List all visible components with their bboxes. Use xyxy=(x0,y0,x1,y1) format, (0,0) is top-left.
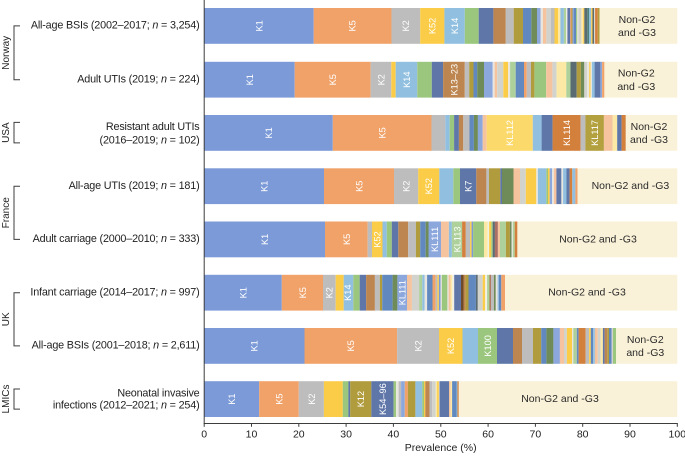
svg-text:K2: K2 xyxy=(402,181,412,192)
svg-text:Resistant adult UTIs: Resistant adult UTIs xyxy=(106,121,200,133)
svg-text:K7: K7 xyxy=(464,181,474,192)
svg-text:(2016–2019; n = 102): (2016–2019; n = 102) xyxy=(100,135,200,147)
svg-text:K5: K5 xyxy=(378,127,388,138)
svg-text:USA: USA xyxy=(1,122,12,143)
svg-text:Non-G2 and -G3: Non-G2 and -G3 xyxy=(559,233,637,245)
svg-text:K2: K2 xyxy=(325,287,335,298)
svg-text:K1: K1 xyxy=(264,127,274,138)
svg-text:50: 50 xyxy=(435,429,447,441)
svg-text:K1: K1 xyxy=(259,181,269,192)
svg-text:K54–96: K54–96 xyxy=(378,383,388,415)
svg-text:K13–23: K13–23 xyxy=(449,64,459,96)
svg-text:K100: K100 xyxy=(483,335,493,356)
svg-text:K5: K5 xyxy=(274,393,284,404)
svg-text:K2: K2 xyxy=(376,74,386,85)
svg-text:Non-G2 and -G3: Non-G2 and -G3 xyxy=(592,180,670,192)
svg-text:K2: K2 xyxy=(401,20,411,31)
svg-text:LMICs: LMICs xyxy=(1,385,12,414)
svg-text:K1: K1 xyxy=(254,20,264,31)
svg-text:60: 60 xyxy=(482,429,494,441)
svg-text:Norway: Norway xyxy=(1,36,12,70)
svg-text:K5: K5 xyxy=(298,287,308,298)
svg-text:infections (2012–2021; n = 254: infections (2012–2021; n = 254) xyxy=(53,400,200,412)
svg-text:All-age UTIs (2019; n = 181): All-age UTIs (2019; n = 181) xyxy=(69,180,200,192)
svg-text:K52: K52 xyxy=(373,231,383,247)
svg-text:K14: K14 xyxy=(402,72,412,88)
svg-text:and -G3: and -G3 xyxy=(626,347,664,359)
svg-text:Non-G2 and -G3: Non-G2 and -G3 xyxy=(548,287,626,299)
svg-text:K52: K52 xyxy=(428,18,438,34)
svg-text:K12: K12 xyxy=(356,391,366,407)
svg-text:KL117: KL117 xyxy=(590,120,600,146)
svg-text:K1: K1 xyxy=(250,340,260,351)
svg-text:Adult UTIs (2019; n = 224): Adult UTIs (2019; n = 224) xyxy=(77,73,199,85)
svg-text:Prevalence (%): Prevalence (%) xyxy=(405,442,477,454)
svg-text:40: 40 xyxy=(388,429,400,441)
svg-text:K1: K1 xyxy=(245,74,255,85)
svg-text:30: 30 xyxy=(340,429,352,441)
svg-text:KL113: KL113 xyxy=(452,226,462,252)
svg-text:and -G3: and -G3 xyxy=(618,27,656,39)
svg-text:All-age BSIs (2001–2018; n = 2: All-age BSIs (2001–2018; n = 2,611) xyxy=(32,340,200,352)
svg-text:K5: K5 xyxy=(342,234,352,245)
svg-text:K14: K14 xyxy=(343,285,353,301)
svg-text:KL114: KL114 xyxy=(562,120,572,146)
svg-text:K5: K5 xyxy=(348,20,358,31)
svg-text:K5: K5 xyxy=(354,181,364,192)
svg-text:Non-G2: Non-G2 xyxy=(627,334,664,346)
svg-text:France: France xyxy=(1,197,12,229)
svg-text:Neonatal invasive: Neonatal invasive xyxy=(117,387,199,399)
svg-text:K2: K2 xyxy=(413,340,423,351)
svg-text:KL112: KL112 xyxy=(505,120,515,146)
svg-text:K5: K5 xyxy=(346,340,356,351)
svg-text:Infant carriage (2014–2017; n: Infant carriage (2014–2017; n = 997) xyxy=(30,286,199,298)
svg-text:K52: K52 xyxy=(424,178,434,194)
svg-text:and -G3: and -G3 xyxy=(617,81,655,93)
svg-text:K52: K52 xyxy=(446,338,456,354)
svg-text:Non-G2: Non-G2 xyxy=(618,68,655,80)
svg-text:Non-G2 and -G3: Non-G2 and -G3 xyxy=(521,393,599,405)
svg-text:K1: K1 xyxy=(238,287,248,298)
svg-text:K1: K1 xyxy=(260,234,270,245)
svg-text:K5: K5 xyxy=(328,74,338,85)
svg-text:70: 70 xyxy=(530,429,542,441)
svg-text:Non-G2: Non-G2 xyxy=(619,14,656,26)
svg-text:KL111: KL111 xyxy=(430,227,440,252)
svg-text:K14: K14 xyxy=(450,18,460,34)
svg-text:10: 10 xyxy=(246,429,258,441)
svg-text:All-age BSIs (2002–2017; n = 3: All-age BSIs (2002–2017; n = 3,254) xyxy=(31,20,200,32)
svg-text:100: 100 xyxy=(669,429,685,441)
svg-text:K2: K2 xyxy=(307,393,317,404)
svg-text:and -G3: and -G3 xyxy=(630,134,668,146)
svg-text:80: 80 xyxy=(577,429,589,441)
svg-text:Adult carriage (2000–2010; n =: Adult carriage (2000–2010; n = 333) xyxy=(33,233,200,245)
svg-text:K1: K1 xyxy=(227,393,237,404)
svg-text:90: 90 xyxy=(624,429,636,441)
svg-text:Non-G2: Non-G2 xyxy=(631,121,668,133)
svg-text:UK: UK xyxy=(1,312,12,326)
svg-text:0: 0 xyxy=(201,429,207,441)
svg-text:20: 20 xyxy=(293,429,305,441)
svg-text:KL111: KL111 xyxy=(398,280,408,305)
